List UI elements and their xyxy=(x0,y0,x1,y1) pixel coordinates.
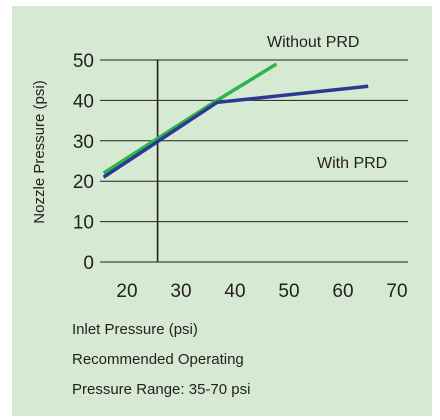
x-axis-label: Inlet Pressure (psi) xyxy=(72,321,198,338)
x-tick-label: 30 xyxy=(170,281,191,302)
series-line-without-prd xyxy=(102,62,278,175)
y-tick-label: 30 xyxy=(73,132,94,153)
chart-panel xyxy=(12,6,432,416)
x-tick-label: 40 xyxy=(224,281,245,302)
y-tick-labels: 0 10 20 30 40 50 xyxy=(73,51,94,274)
y-tick-label: 20 xyxy=(73,172,94,193)
annotation-with-prd: With PRD xyxy=(317,155,387,172)
y-tick-label: 10 xyxy=(73,213,94,234)
y-tick-label: 0 xyxy=(83,253,94,274)
y-axis-label: Nozzle Pressure (psi) xyxy=(31,80,48,223)
y-tick-label: 50 xyxy=(73,51,94,72)
x-tick-label: 60 xyxy=(332,281,353,302)
x-tick-label: 20 xyxy=(116,281,137,302)
y-tick-label: 40 xyxy=(73,91,94,112)
x-tick-label: 50 xyxy=(278,281,299,302)
x-tick-labels: 20 30 40 50 60 70 xyxy=(116,281,407,302)
series-line-with-prd xyxy=(102,84,369,179)
pressure-range-label: Pressure Range: 35-70 psi xyxy=(72,381,251,398)
recommended-label: Recommended Operating xyxy=(72,351,244,368)
x-tick-label: 70 xyxy=(386,281,407,302)
series-lines xyxy=(102,62,369,179)
annotation-without-prd: Without PRD xyxy=(267,34,359,51)
